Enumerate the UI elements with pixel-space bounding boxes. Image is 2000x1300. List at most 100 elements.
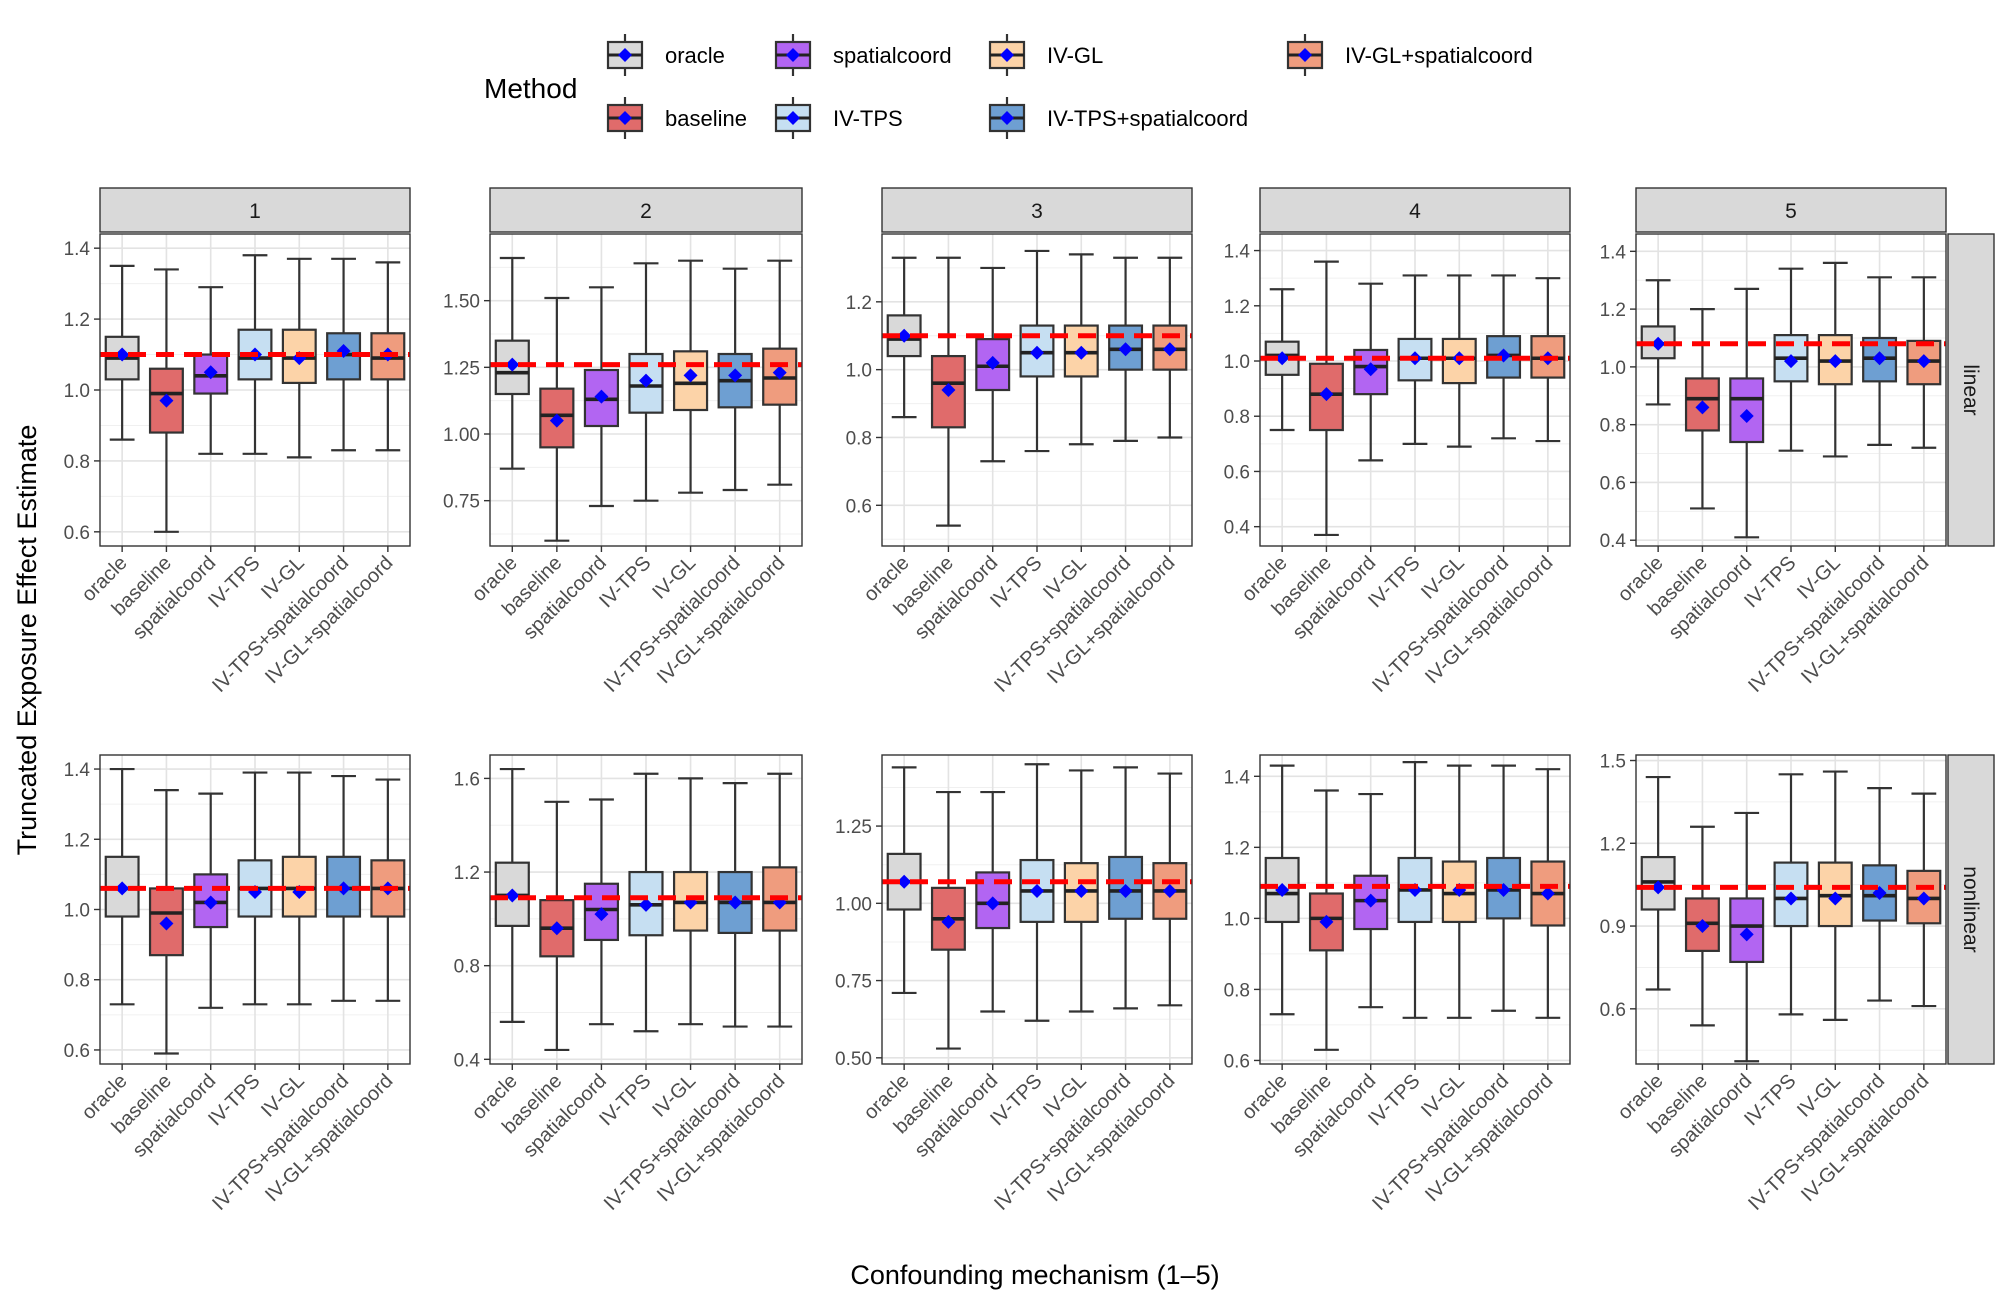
y-tick-label: 1.25 (443, 358, 480, 379)
box-iv-tps-spatialcoord (717, 781, 753, 1028)
mean-marker (1319, 914, 1334, 929)
legend-item-iv-gl: IV-GL (988, 34, 1103, 76)
legend: Method oracle baseline spatialcoord IV-TPS IV… (484, 34, 1533, 139)
y-tick-label: 0.8 (1600, 416, 1626, 437)
legend-item-baseline: baseline (606, 97, 747, 139)
strip-label: 4 (1409, 200, 1421, 223)
mean-marker (985, 355, 1000, 370)
box-iv-tps-spatialcoord (1108, 256, 1144, 442)
legend-label: IV-TPS+spatialcoord (1047, 106, 1248, 131)
y-tick-label: 1.0 (64, 901, 90, 922)
legend-key-mean-marker (786, 48, 800, 62)
box-iv-gl-spatialcoord (1152, 256, 1188, 439)
box-iv-gl-spatialcoord (370, 778, 406, 1002)
panel-nonlinear-4: 0.60.81.01.21.4oraclebaselinespatialcoor… (1224, 754, 1571, 1215)
mean-marker (159, 916, 174, 931)
y-tick-label: 1.2 (1224, 838, 1250, 859)
box-iv-tps (628, 772, 664, 1033)
y-tick-label: 0.50 (835, 1049, 872, 1070)
y-tick-label: 0.8 (846, 428, 872, 449)
row-strip-linear: linear (1947, 233, 1995, 547)
y-tick-label: 1.4 (1224, 242, 1251, 263)
mean-marker (1651, 336, 1666, 351)
legend-key-mean-marker (618, 48, 632, 62)
strip-label: 3 (1031, 200, 1043, 223)
y-tick-label: 1.4 (1600, 242, 1627, 263)
mean-marker (1074, 883, 1089, 898)
y-tick-label: 1.2 (1600, 300, 1626, 321)
box-iv-tps (1397, 761, 1433, 1019)
y-tick-label: 0.4 (1600, 531, 1627, 552)
mean-marker (1695, 400, 1710, 415)
box-spatialcoord (193, 792, 229, 1009)
mean-marker (1363, 893, 1378, 908)
box-baseline (1308, 789, 1344, 1051)
y-tick-label: 0.75 (443, 492, 480, 513)
y-tick-label: 0.6 (1224, 462, 1250, 483)
strip-label: 2 (640, 200, 652, 223)
panel-nonlinear-5: 0.60.91.21.5oraclebaselinespatialcoordIV… (1600, 752, 1947, 1215)
y-tick-label: 1.50 (443, 292, 480, 313)
strip-label: linear (1959, 364, 1982, 415)
mean-marker (1916, 891, 1931, 906)
y-tick-label: 0.6 (1224, 1051, 1250, 1072)
x-axis-title: Confounding mechanism (1–5) (850, 1260, 1219, 1290)
legend-item-iv-gl-spatialcoord: IV-GL+spatialcoord (1286, 34, 1533, 76)
strip-label: nonlinear (1959, 866, 1982, 952)
box-baseline (1308, 260, 1344, 537)
legend-item-oracle: oracle (606, 34, 725, 76)
column-strip-3: 3 (881, 187, 1193, 233)
box-iv-gl-spatialcoord (1530, 768, 1566, 1019)
strip-background (881, 187, 1193, 233)
box-iv-gl-spatialcoord (1906, 792, 1942, 1008)
mean-marker (1275, 882, 1290, 897)
legend-item-spatialcoord: spatialcoord (774, 34, 952, 76)
legend-label: oracle (665, 43, 725, 68)
box-iv-tps (628, 262, 664, 502)
mean-marker (159, 393, 174, 408)
mean-marker (1540, 886, 1555, 901)
row-strip-nonlinear: nonlinear (1947, 754, 1995, 1065)
legend-key-mean-marker (1000, 48, 1014, 62)
y-tick-label: 0.6 (846, 496, 872, 517)
iqr-box (1773, 861, 1809, 928)
y-tick-label: 1.2 (1600, 834, 1626, 855)
y-tick-label: 0.8 (1224, 407, 1250, 428)
y-tick-label: 1.5 (1600, 752, 1626, 773)
mean-marker (639, 373, 653, 388)
mean-marker (549, 413, 564, 428)
mean-marker (1030, 345, 1044, 360)
mean-marker (1319, 387, 1334, 402)
strip-background (489, 187, 803, 233)
y-tick-label: 0.8 (64, 452, 90, 473)
legend-label: IV-GL (1047, 43, 1103, 68)
iqr-box (1108, 855, 1144, 920)
y-tick-label: 0.8 (64, 971, 90, 992)
mean-marker (594, 907, 609, 922)
mean-marker (594, 389, 609, 404)
box-spatialcoord (583, 798, 620, 1026)
box-oracle (494, 767, 530, 1023)
y-axis-title: Truncated Exposure Effect Estimate (12, 425, 42, 856)
y-tick-label: 1.4 (64, 239, 91, 260)
legend-key-mean-marker (1000, 111, 1014, 125)
panel-linear-5: 0.40.60.81.01.21.4oraclebaselinespatialc… (1600, 187, 1947, 697)
mean-marker (1828, 354, 1843, 369)
y-tick-label: 1.2 (846, 293, 872, 314)
mean-marker (1784, 354, 1798, 369)
mean-marker (203, 365, 218, 380)
mean-marker (1872, 351, 1887, 366)
box-iv-tps-spatialcoord (1862, 787, 1898, 1002)
y-tick-label: 1.2 (1224, 297, 1250, 318)
strip-background (1635, 187, 1947, 233)
column-strip-5: 5 (1635, 187, 1947, 233)
y-tick-label: 0.6 (1600, 1000, 1626, 1021)
mean-marker (203, 895, 218, 910)
mean-marker (728, 368, 743, 383)
y-tick-label: 0.75 (835, 972, 872, 993)
box-spatialcoord (193, 286, 229, 455)
y-tick-label: 0.4 (1224, 518, 1251, 539)
panel-nonlinear-1: 0.60.81.01.21.4oraclebaselinespatialcoor… (64, 754, 411, 1215)
mean-marker (1916, 354, 1931, 369)
